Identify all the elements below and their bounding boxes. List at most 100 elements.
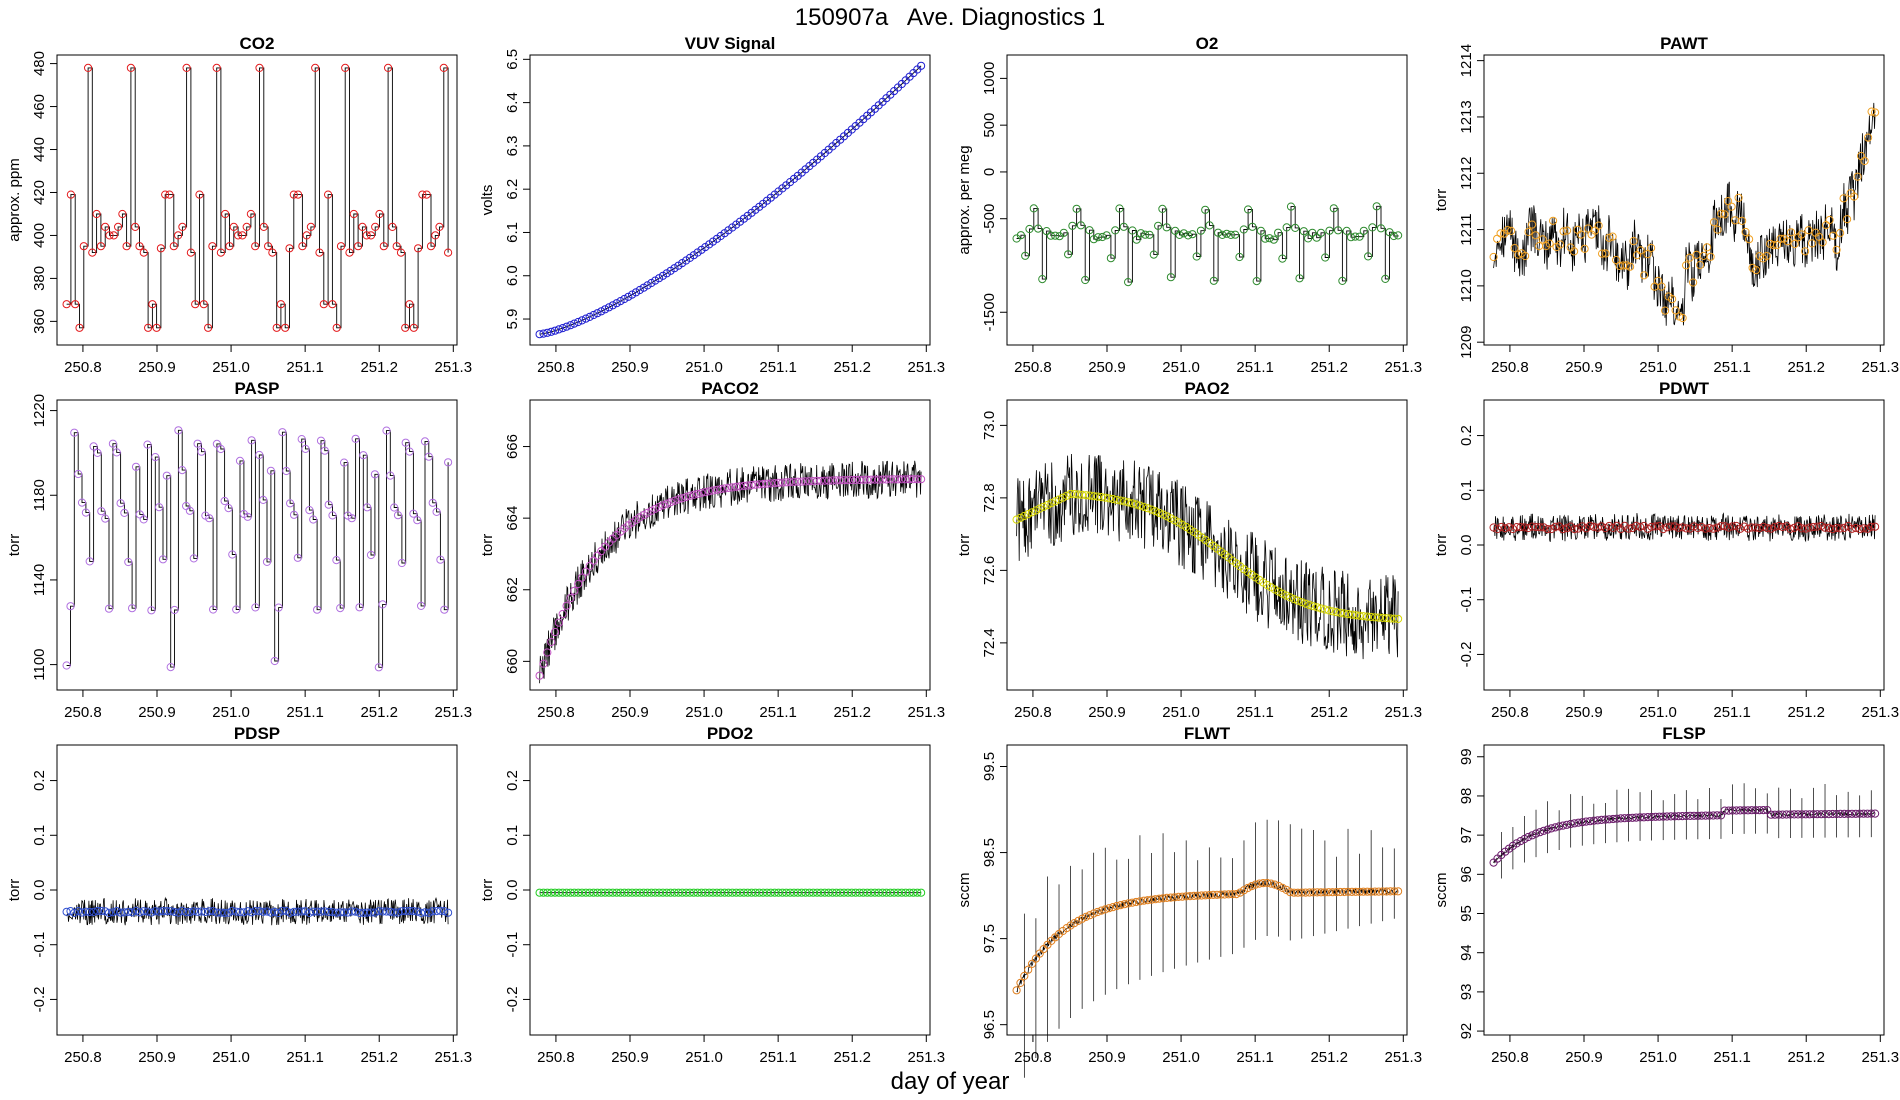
data-point xyxy=(562,322,571,331)
data-point xyxy=(1620,814,1629,823)
data-point xyxy=(1159,894,1168,903)
data-point xyxy=(151,453,160,462)
x-tick-label: 251.2 xyxy=(1310,1049,1348,1066)
data-point xyxy=(1196,226,1206,235)
data-point xyxy=(420,437,430,446)
data-point xyxy=(1728,522,1737,531)
data-point xyxy=(1528,220,1537,229)
data-point xyxy=(128,908,137,917)
data-point xyxy=(839,476,849,485)
y-tick-label: 0.0 xyxy=(504,880,521,901)
data-point xyxy=(301,907,310,916)
y-tick-label: 0.0 xyxy=(31,880,48,901)
data-point xyxy=(251,242,260,251)
data-point xyxy=(1076,221,1086,230)
data-point xyxy=(1116,901,1125,910)
y-tick-label: 1140 xyxy=(31,564,48,596)
data-point xyxy=(405,906,414,916)
panel-pasp: PASP 250.8 250.9 251.0 251.1 251.2 251.3 1100 11… xyxy=(6,379,472,721)
raw-data-trace xyxy=(1493,102,1876,326)
data-point xyxy=(1313,603,1322,612)
data-point xyxy=(1551,823,1560,832)
data-point xyxy=(1305,600,1314,610)
data-point xyxy=(298,242,307,251)
data-point xyxy=(1697,811,1706,820)
plot-frame xyxy=(1006,744,1408,1036)
data-point xyxy=(1378,887,1387,896)
raw-data-trace xyxy=(539,65,922,335)
data-point xyxy=(1027,959,1037,969)
data-point xyxy=(1108,903,1118,912)
data-point xyxy=(278,428,287,437)
y-axis-label: torr xyxy=(479,879,496,902)
data-point xyxy=(1516,837,1525,846)
data-point xyxy=(413,907,422,916)
data-point xyxy=(1659,525,1668,534)
x-tick-label: 251.0 xyxy=(1639,359,1677,376)
data-point xyxy=(1855,809,1864,818)
data-point xyxy=(1855,525,1864,534)
x-tick-label: 250.9 xyxy=(1565,1049,1603,1066)
data-point xyxy=(1640,271,1649,280)
data-point xyxy=(319,300,328,309)
data-point xyxy=(1316,888,1326,897)
data-point xyxy=(585,312,594,321)
y-tick-label: -500 xyxy=(981,204,998,234)
data-point xyxy=(1755,806,1764,815)
data-point xyxy=(1745,235,1754,244)
data-point xyxy=(724,888,733,897)
x-tick-label: 251.3 xyxy=(1862,359,1900,376)
data-point xyxy=(1081,275,1090,285)
y-tick-label: 6.0 xyxy=(504,265,521,286)
data-point xyxy=(435,222,444,231)
data-point xyxy=(1661,306,1670,315)
data-point xyxy=(401,323,410,332)
data-point xyxy=(225,242,234,251)
x-tick-label: 251.2 xyxy=(1787,704,1825,721)
data-point xyxy=(1020,511,1029,521)
data-point xyxy=(1324,888,1333,897)
data-point xyxy=(1329,204,1338,213)
data-point xyxy=(276,300,285,309)
data-point xyxy=(1162,893,1172,903)
data-point xyxy=(1549,216,1558,225)
data-point xyxy=(581,314,591,323)
data-point xyxy=(305,908,314,918)
data-point xyxy=(1328,607,1337,616)
data-point xyxy=(1605,233,1614,242)
data-point xyxy=(1042,227,1051,236)
x-tick-label: 250.8 xyxy=(64,359,102,376)
data-point xyxy=(1149,250,1158,259)
data-point xyxy=(1662,523,1672,532)
data-point xyxy=(1671,306,1680,315)
data-point xyxy=(1524,832,1533,842)
data-point xyxy=(289,510,299,519)
page-title: 150907a Ave. Diagnostics 1 xyxy=(794,4,1106,31)
data-point xyxy=(355,603,364,612)
data-point xyxy=(251,603,260,612)
data-point xyxy=(232,907,241,916)
panel-o2: O2 250.8 250.9 251.0 251.1 251.2 251.3 -1500 -50… xyxy=(956,34,1422,376)
y-axis-label: torr xyxy=(6,534,23,557)
data-point xyxy=(320,446,329,455)
data-point xyxy=(336,908,345,917)
data-point xyxy=(1851,809,1860,818)
data-point xyxy=(570,319,579,328)
data-point xyxy=(393,908,403,917)
data-point xyxy=(1504,523,1514,532)
data-point xyxy=(1220,890,1229,899)
data-point xyxy=(216,248,225,257)
plot-frame xyxy=(56,744,458,1036)
data-point xyxy=(332,323,341,332)
data-point xyxy=(355,908,364,918)
data-point xyxy=(897,475,906,484)
data-point xyxy=(66,602,75,611)
y-tick-label: 72.4 xyxy=(981,628,998,657)
data-point xyxy=(224,504,233,513)
data-point xyxy=(589,310,598,320)
raw-data-trace xyxy=(1016,453,1399,660)
data-point xyxy=(917,888,926,897)
data-point xyxy=(112,907,121,916)
data-point xyxy=(208,242,217,251)
data-point xyxy=(1034,224,1043,233)
